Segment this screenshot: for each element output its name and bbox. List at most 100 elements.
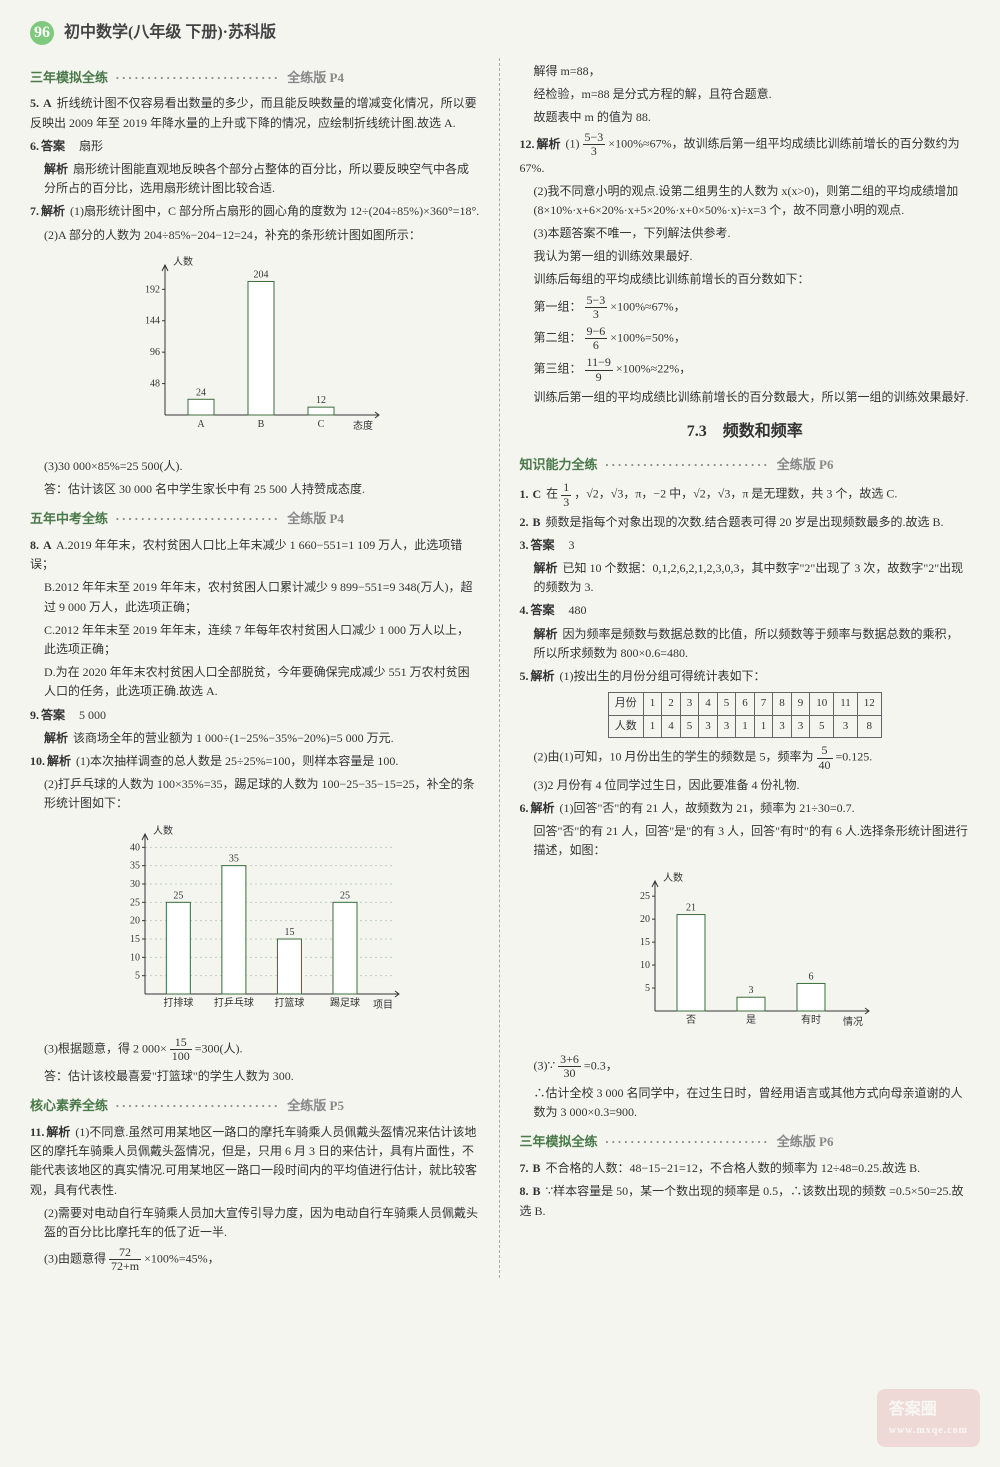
q10-p3-suffix: =300(人).: [195, 1041, 243, 1055]
watermark-big: 答案圈: [889, 1401, 937, 1418]
cont-l2: 经检验，m=88 是分式方程的解，且符合题意.: [534, 85, 971, 104]
svg-text:是: 是: [746, 1014, 756, 1026]
frac-num: 11−9: [585, 356, 613, 370]
section-title-3: 核心素养全练 ·························· 全练版 P5: [30, 1096, 481, 1117]
q11-p3-suffix: ×100%=45%，: [144, 1252, 220, 1266]
r1-suffix: ，√2，√3，π，−2 中，√2，√3，π 是无理数，共 3 个，故选 C.: [574, 487, 897, 501]
birthday-table: 月份123456789101112人数145331133538: [608, 692, 882, 738]
q-num: 7.: [30, 204, 39, 218]
jiexi-label: 解析: [531, 669, 555, 683]
q-ans: B: [533, 1161, 541, 1175]
q-ans: B: [533, 1184, 541, 1198]
frac-num: 15: [170, 1036, 192, 1050]
section-pref: 全练版 P5: [287, 1098, 344, 1113]
svg-text:6: 6: [808, 971, 813, 982]
right-q5: 5.解析 (1)按出生的月份分组可得统计表如下：: [520, 667, 971, 686]
r6-p1: (1)回答"否"的有 21 人，故频数为 21，频率为 21÷30=0.7.: [560, 801, 855, 815]
section-title-2: 五年中考全练 ·························· 全练版 P4: [30, 509, 481, 530]
fraction: 11−99: [585, 356, 613, 383]
right-q3: 3.答案 3: [520, 536, 971, 555]
right-q3-jiexi: 解析 已知 10 个数据：0,1,2,6,2,1,2,3,0,3，其中数字"2"…: [534, 559, 971, 597]
r5-p2: (2)由(1)可知，10 月份出生的学生的频数是 5，频率为 540 =0.12…: [534, 744, 971, 771]
frac-den: 3: [583, 145, 606, 158]
jiexi-label: 解析: [537, 137, 561, 151]
q12-g3: 第三组： 11−99 ×100%≈22%，: [534, 356, 971, 383]
fraction: 5−33: [585, 294, 608, 321]
dots: ··························: [115, 1098, 280, 1113]
r8-text: ∵样本容量是 50，某一个数出现的频率是 0.5，∴该数出现的频数 =0.5×5…: [520, 1184, 964, 1217]
q-num: 4.: [520, 603, 529, 617]
svg-text:144: 144: [145, 315, 160, 326]
q11-p3-prefix: (3)由题意得: [44, 1252, 109, 1266]
section-pref: 全练版 P4: [287, 70, 344, 85]
fraction: 9−66: [585, 325, 608, 352]
r6-p3-prefix: (3)∵: [534, 1058, 556, 1072]
q12-p4: 我认为第一组的训练效果最好.: [534, 247, 971, 266]
r6-p4: ∴估计全校 3 000 名同学中，在过生日时，曾经用语言或其他方式向母亲道谢的人…: [534, 1084, 971, 1122]
g2-suffix: ×100%=50%，: [610, 330, 686, 344]
question-7: 7.解析 (1)扇形统计图中，C 部分所占扇形的圆心角的度数为 12÷(204÷…: [30, 202, 481, 221]
q7-p3: (3)30 000×85%=25 500(人).: [44, 457, 481, 476]
q-num: 9.: [30, 708, 39, 722]
q-num: 6.: [520, 801, 529, 815]
r5-p1: (1)按出生的月份分组可得统计表如下：: [560, 669, 766, 683]
svg-text:人数: 人数: [173, 255, 193, 268]
ans-label: 答案: [531, 603, 555, 617]
q-ans: C: [533, 487, 542, 501]
q10-p1: (1)本次抽样调查的总人数是 25÷25%=100，则样本容量是 100.: [76, 754, 398, 768]
frac-num: 5−3: [583, 131, 606, 145]
svg-text:踢足球: 踢足球: [330, 996, 360, 1009]
q-num: 3.: [520, 538, 529, 552]
section-pref: 全练版 P6: [777, 457, 834, 472]
q-num: 11.: [30, 1125, 44, 1139]
chart-2-wrap: 510152025303540人数项目25打排球35打乒乓球15打篮球25踢足球: [30, 822, 481, 1028]
q-num: 8.: [520, 1184, 529, 1198]
g3-suffix: ×100%≈22%，: [616, 362, 691, 376]
svg-text:打篮球: 打篮球: [275, 996, 305, 1009]
ans-val: 扇形: [79, 139, 103, 153]
section-title-4: 知识能力全练 ·························· 全练版 P6: [520, 455, 971, 476]
question-9-jiexi: 解析 该商场全年的营业额为 1 000÷(1−25%−35%−20%)=5 00…: [44, 729, 481, 748]
r2-text: 频数是指每个对象出现的次数.结合题表可得 20 岁是出现频数最多的.故选 B.: [546, 515, 944, 529]
q10-p4: 答：估计该校最喜爱"打篮球"的学生人数为 300.: [44, 1067, 481, 1086]
frac-den: 40: [817, 759, 833, 772]
q8b: B.2012 年年末至 2019 年年末，农村贫困人口累计减少 9 899−55…: [44, 578, 481, 616]
right-q8: 8. B ∵样本容量是 50，某一个数出现的频率是 0.5，∴该数出现的频数 =0…: [520, 1182, 971, 1220]
svg-text:5: 5: [645, 983, 650, 994]
section-title-5: 三年模拟全练 ·························· 全练版 P6: [520, 1132, 971, 1153]
ans-label: 答案: [41, 708, 65, 722]
fraction: 7272+m: [109, 1246, 141, 1273]
svg-text:5: 5: [135, 970, 140, 981]
dots: ··························: [605, 1134, 770, 1149]
frac-num: 9−6: [585, 325, 608, 339]
svg-text:项目: 项目: [373, 999, 393, 1011]
g3-label: 第三组：: [534, 362, 582, 376]
right-q1: 1.C 在 13 ，√2，√3，π，−2 中，√2，√3，π 是无理数，共 3 …: [520, 481, 971, 508]
question-6: 6.答案 扇形: [30, 137, 481, 156]
r5-p2-suffix: =0.125.: [836, 750, 873, 764]
svg-text:20: 20: [640, 914, 650, 925]
chart-1-wrap: 4896144192人数态度24A204B12C: [30, 253, 481, 449]
frac-num: 5: [817, 744, 833, 758]
svg-text:20: 20: [130, 915, 140, 926]
jiexi-label: 解析: [534, 561, 558, 575]
frac-den: 30: [558, 1067, 581, 1080]
fraction: 5−33: [583, 131, 606, 158]
question-5: 5.A 折线统计图不仅容易看出数量的多少，而且能反映数量的增减变化情况，所以要反…: [30, 94, 481, 132]
svg-text:态度: 态度: [353, 419, 373, 432]
q8c: C.2012 年年末至 2019 年年末，连续 7 年每年农村贫困人口减少 1 …: [44, 621, 481, 659]
q11-p1: (1)不同意.虽然可用某地区一路口的摩托车骑乘人员佩戴头盔情况来估计该地区的摩托…: [30, 1125, 477, 1197]
q-num: 12.: [520, 137, 535, 151]
svg-text:A: A: [198, 419, 206, 430]
q-ans: A: [43, 96, 52, 110]
q-num: 7.: [520, 1161, 529, 1175]
jiexi-label: 解析: [47, 754, 71, 768]
right-q4: 4.答案 480: [520, 601, 971, 620]
q-ans: A: [43, 538, 52, 552]
ans-val: 3: [569, 538, 575, 552]
q12-p6: 训练后第一组的平均成绩比训练前增长的百分数最大，所以第一组的训练效果最好.: [534, 388, 971, 407]
svg-text:25: 25: [640, 891, 650, 902]
jiexi-label: 解析: [41, 204, 65, 218]
svg-text:人数: 人数: [153, 824, 173, 837]
svg-text:人数: 人数: [663, 871, 683, 884]
